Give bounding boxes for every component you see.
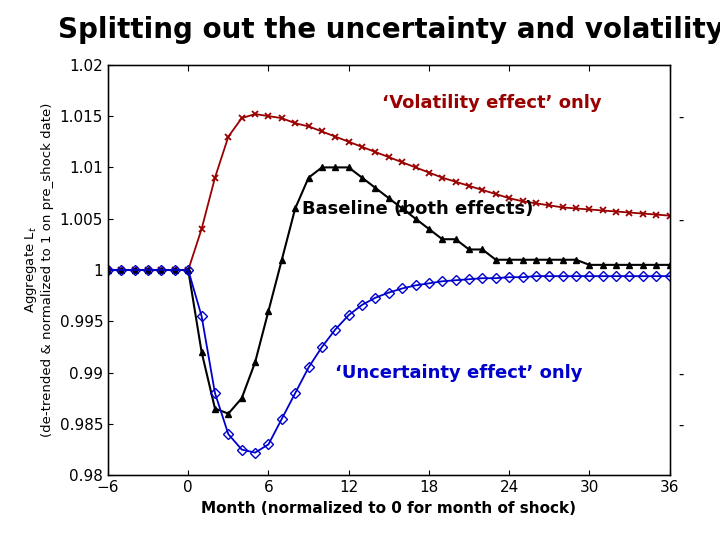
Y-axis label: Aggregate L$_t$
(de-trended & normalized to 1 on pre_shock date): Aggregate L$_t$ (de-trended & normalized… [23,103,54,437]
Text: Baseline (both effects): Baseline (both effects) [302,200,534,218]
Text: Splitting out the uncertainty and volatility effects: Splitting out the uncertainty and volati… [58,16,720,44]
Text: ‘Uncertainty effect’ only: ‘Uncertainty effect’ only [336,364,582,382]
X-axis label: Month (normalized to 0 for month of shock): Month (normalized to 0 for month of shoc… [202,501,576,516]
Text: ‘Volatility effect’ only: ‘Volatility effect’ only [382,94,602,112]
